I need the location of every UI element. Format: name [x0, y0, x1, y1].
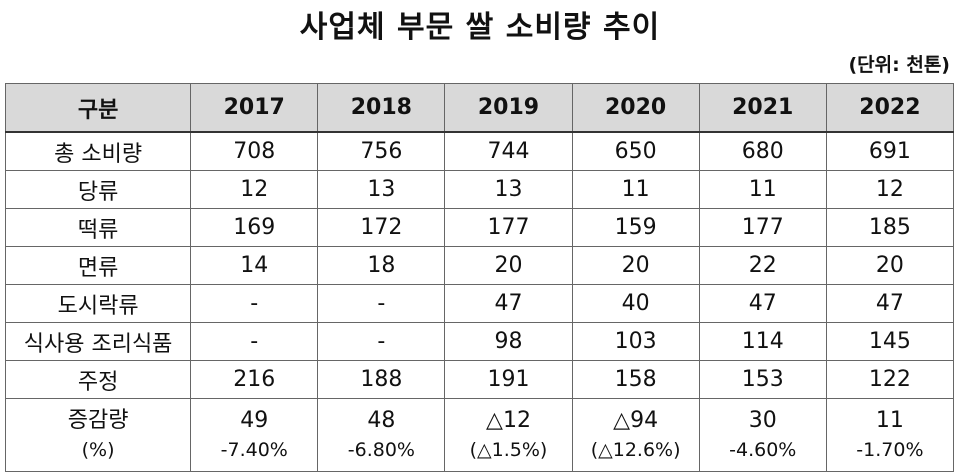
row-label: 증감량 (%)	[4, 398, 192, 472]
header-year: 2019	[444, 83, 573, 133]
table-cell: 744	[444, 131, 573, 171]
row-label: 주정	[4, 360, 192, 399]
table-cell: 169	[190, 208, 319, 247]
table-cell: 216	[190, 360, 319, 399]
table-row: 당류 12 13 13 11 11 12	[4, 170, 955, 209]
unit-label: (단위: 천톤)	[848, 54, 950, 76]
page-title: 사업체 부문 쌀 소비량 추이	[299, 10, 661, 45]
table-row: 면류 14 18 20 20 22 20	[4, 246, 955, 285]
table-cell: 49 -7.40%	[190, 398, 319, 472]
change-value: 30	[748, 408, 777, 434]
table-cell: 18	[317, 246, 446, 285]
table-cell: 680	[698, 131, 827, 171]
table-cell: 98	[444, 322, 573, 361]
table-cell: -	[317, 284, 446, 323]
table-row: 도시락류 - - 47 40 47 47	[4, 284, 955, 323]
table-cell: 30 -4.60%	[698, 398, 827, 472]
table-cell: △94 (△12.6%)	[571, 398, 700, 472]
change-percent: -1.70%	[856, 439, 924, 462]
row-label: 당류	[4, 170, 192, 209]
change-value: 11	[875, 408, 904, 434]
header-year: 2022	[825, 83, 955, 133]
header-year: 2018	[317, 83, 446, 133]
table-cell: 12	[190, 170, 319, 209]
table-cell: 708	[190, 131, 319, 171]
table-row: 식사용 조리식품 - - 98 103 114 145	[4, 322, 955, 361]
table-cell: △12 (△1.5%)	[444, 398, 573, 472]
row-label: 도시락류	[4, 284, 192, 323]
row-label: 떡류	[4, 208, 192, 247]
change-label-unit: (%)	[81, 439, 115, 462]
change-value: 49	[240, 408, 269, 434]
table-cell: 20	[444, 246, 573, 285]
change-value: △12	[486, 408, 531, 434]
table-cell: 153	[698, 360, 827, 399]
table-cell: 47	[444, 284, 573, 323]
table-cell: 177	[698, 208, 827, 247]
table-cell: 191	[444, 360, 573, 399]
table-cell: 159	[571, 208, 700, 247]
table-cell: 11	[698, 170, 827, 209]
row-label: 식사용 조리식품	[4, 322, 192, 361]
table-cell: 177	[444, 208, 573, 247]
table-cell: 22	[698, 246, 827, 285]
change-percent: -6.80%	[347, 439, 415, 462]
change-label: 증감량	[67, 408, 129, 434]
table-cell: 158	[571, 360, 700, 399]
table-row: 떡류 169 172 177 159 177 185	[4, 208, 955, 247]
change-row: 증감량 (%) 49 -7.40% 48 -6.80% △12 (△1.5%) …	[4, 398, 955, 472]
table-cell: 13	[317, 170, 446, 209]
table-cell: 172	[317, 208, 446, 247]
change-percent: (△12.6%)	[590, 439, 681, 462]
table-cell: 47	[698, 284, 827, 323]
header-year: 2020	[571, 83, 700, 133]
table-cell: 756	[317, 131, 446, 171]
table-cell: 40	[571, 284, 700, 323]
table-cell: 20	[571, 246, 700, 285]
rice-consumption-table: 구분 2017 2018 2019 2020 2021 2022 총 소비량 7…	[4, 83, 955, 472]
change-percent: -4.60%	[729, 439, 797, 462]
table-cell: 48 -6.80%	[317, 398, 446, 472]
table-cell: 13	[444, 170, 573, 209]
change-percent: (△1.5%)	[469, 439, 548, 462]
row-label: 면류	[4, 246, 192, 285]
table-cell: 145	[825, 322, 955, 361]
table-cell: 188	[317, 360, 446, 399]
table-row: 주정 216 188 191 158 153 122	[4, 360, 955, 399]
table-cell: -	[317, 322, 446, 361]
table-cell: 12	[825, 170, 955, 209]
table-row: 총 소비량 708 756 744 650 680 691	[4, 131, 955, 171]
row-label: 총 소비량	[4, 131, 192, 171]
table-cell: -	[190, 322, 319, 361]
table-cell: 185	[825, 208, 955, 247]
table-cell: 20	[825, 246, 955, 285]
table-cell: 103	[571, 322, 700, 361]
change-value: △94	[613, 408, 659, 434]
change-value: 48	[367, 408, 396, 434]
header-category: 구분	[4, 83, 192, 133]
table-cell: 11	[571, 170, 700, 209]
header-row: 구분 2017 2018 2019 2020 2021 2022	[4, 83, 955, 133]
change-percent: -7.40%	[220, 439, 288, 462]
table-cell: 14	[190, 246, 319, 285]
table-cell: 650	[571, 131, 700, 171]
table-cell: 47	[825, 284, 955, 323]
header-year: 2017	[190, 83, 319, 133]
header-year: 2021	[698, 83, 827, 133]
table-cell: 691	[825, 131, 955, 171]
table-cell: 11 -1.70%	[825, 398, 955, 472]
table-cell: 122	[825, 360, 955, 399]
table-cell: -	[190, 284, 319, 323]
table-cell: 114	[698, 322, 827, 361]
